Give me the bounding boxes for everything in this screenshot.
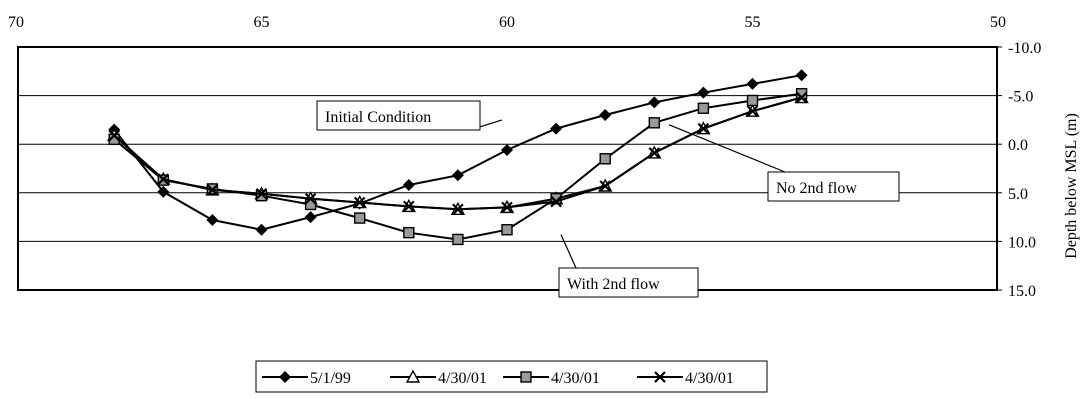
data-point [402,179,415,192]
legend-item: 5/1/99 [262,370,351,387]
data-point [550,195,562,208]
legend-item: 4/30/01 [390,369,487,387]
data-point [501,224,513,236]
data-point [501,201,513,214]
data-point [550,122,563,135]
y-tick-label: -5.0 [1008,89,1033,106]
data-point [599,109,612,122]
data-point [157,185,170,198]
data-point [353,196,366,209]
data-point [697,102,710,114]
annotation-text: With 2nd flow [567,276,660,293]
y-axis-label: Depth below MSL (m) [1063,113,1080,259]
annotation-box [767,171,900,202]
y-tick-label: -10.0 [1008,40,1041,57]
data-point [599,180,611,192]
data-point [648,117,660,129]
data-point [255,223,268,236]
data-point [206,184,219,196]
annotation-text: No 2nd flow [776,180,857,197]
data-point [108,129,120,142]
data-point [746,77,759,90]
data-point [452,203,464,216]
data-point [654,371,666,383]
data-point [451,169,464,182]
plot-area-frame [17,46,998,291]
legend-label: 5/1/99 [310,370,351,387]
data-point [697,86,710,99]
data-point [648,96,661,109]
data-point [599,153,611,165]
data-point [206,214,219,227]
data-point [255,190,268,202]
y-tick-label: 15.0 [1008,283,1036,300]
data-point [304,211,317,224]
data-point [795,69,808,82]
y-tick-label: 0.0 [1008,137,1028,154]
x-tick-label: 60 [499,14,515,31]
data-point [304,192,317,205]
data-point [795,91,808,104]
leader-line [560,234,577,269]
data-point [452,233,464,246]
series-layer [107,69,809,246]
legend-item: 4/30/01 [637,370,734,387]
annotation-box [316,100,481,131]
annotation-text: Initial Condition [325,109,431,126]
annotation-box [558,267,699,298]
series-4 [108,91,808,216]
data-point [746,94,759,107]
x-axis-tick-labels: 70 65 60 55 50 [8,14,1006,31]
data-point [403,200,415,213]
annotation-callout: With 2nd flow [558,234,699,298]
x-tick-label: 70 [8,14,24,31]
data-point [501,144,513,157]
annotation-callout: No 2nd flow [668,124,900,202]
data-point [648,147,661,159]
x-tick-label: 65 [254,14,270,31]
y-axis-tick-labels: -10.0 -5.0 0.0 5.0 10.0 15.0 [997,40,1041,300]
data-point [279,371,291,383]
annotation-callout: Initial Condition [316,100,503,131]
data-point [405,369,421,383]
legend-item: 4/30/01 [503,370,600,387]
y-tick-label: 10.0 [1008,234,1036,251]
legend-label: 4/30/01 [685,370,734,387]
legend-label: 4/30/01 [551,370,600,387]
data-point [157,173,170,185]
data-point [255,187,268,200]
y-tick-label: 5.0 [1008,186,1028,203]
data-point [354,212,366,224]
data-point [520,371,532,383]
data-point [403,226,415,239]
annotations: Initial Condition No 2nd flow With 2nd flo… [316,100,900,298]
leader-line [668,124,786,173]
gridlines [18,95,997,242]
legend: 5/1/99 4/30/01 4/30/01 4/30/01 [255,360,768,393]
x-tick-label: 55 [745,14,761,31]
x-tick-label: 50 [990,14,1006,31]
data-point [697,122,710,135]
legend-label: 4/30/01 [438,370,487,387]
data-point [746,105,759,117]
data-point [550,192,562,205]
